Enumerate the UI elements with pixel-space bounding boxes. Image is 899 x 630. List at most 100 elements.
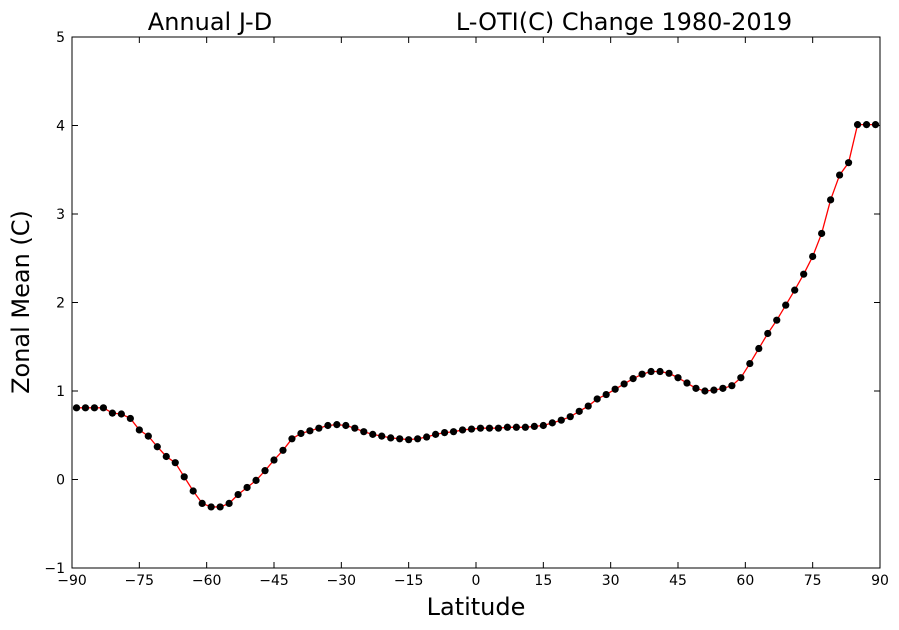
data-point bbox=[593, 395, 601, 403]
data-point bbox=[827, 196, 835, 204]
chart-title-left: Annual J-D bbox=[148, 8, 272, 36]
data-point bbox=[620, 380, 628, 388]
data-point bbox=[773, 316, 781, 324]
y-tick-label: −1 bbox=[44, 561, 65, 577]
data-point bbox=[270, 456, 278, 464]
data-point bbox=[503, 423, 512, 431]
data-point bbox=[458, 426, 467, 434]
x-tick-label: −30 bbox=[327, 573, 357, 589]
series-line bbox=[76, 123, 876, 508]
data-point bbox=[476, 424, 485, 432]
data-point bbox=[719, 384, 727, 392]
x-axis: −90 −75 −60 −45 −30 −15 0 15 30 45 60 75 90 bbox=[57, 37, 889, 589]
data-point bbox=[117, 410, 125, 418]
data-point bbox=[602, 390, 610, 399]
data-point bbox=[288, 435, 296, 443]
data-point bbox=[225, 499, 233, 507]
data-point bbox=[279, 446, 287, 454]
x-tick-label: 0 bbox=[472, 573, 481, 589]
data-point bbox=[665, 369, 673, 377]
y-axis: −1 0 1 2 3 4 5 bbox=[44, 30, 880, 577]
data-point bbox=[432, 430, 440, 438]
data-point bbox=[162, 452, 170, 461]
data-point bbox=[378, 432, 386, 440]
x-tick-label: 90 bbox=[871, 573, 889, 589]
data-point bbox=[557, 416, 565, 424]
data-point bbox=[782, 301, 790, 309]
data-point bbox=[144, 432, 152, 440]
data-point bbox=[701, 387, 709, 395]
data-point bbox=[548, 419, 556, 427]
y-tick-label: 1 bbox=[56, 384, 65, 400]
data-point bbox=[836, 171, 844, 179]
data-point bbox=[153, 443, 161, 451]
data-point bbox=[467, 425, 476, 433]
data-point bbox=[405, 436, 413, 444]
data-point bbox=[207, 503, 215, 511]
y-tick-label: 5 bbox=[56, 30, 65, 46]
chart-title-right: L-OTI(C) Change 1980-2019 bbox=[456, 8, 792, 36]
data-point bbox=[764, 329, 772, 338]
data-point bbox=[521, 423, 529, 431]
data-point bbox=[575, 407, 583, 415]
data-point bbox=[674, 374, 682, 382]
data-point bbox=[243, 483, 251, 492]
y-tick-label: 3 bbox=[56, 207, 65, 223]
data-point bbox=[656, 367, 664, 376]
data-point bbox=[315, 424, 323, 432]
data-point bbox=[449, 428, 458, 436]
data-point bbox=[126, 414, 134, 423]
data-point bbox=[647, 367, 655, 376]
data-point bbox=[638, 370, 646, 378]
data-point bbox=[611, 385, 619, 393]
data-point bbox=[99, 404, 108, 412]
data-point bbox=[396, 435, 404, 443]
data-point bbox=[342, 421, 350, 430]
data-point bbox=[539, 421, 547, 430]
data-point bbox=[387, 434, 395, 442]
data-point bbox=[198, 499, 206, 507]
data-point bbox=[566, 413, 574, 421]
y-tick-label: 0 bbox=[56, 473, 65, 489]
data-point bbox=[297, 429, 305, 438]
x-tick-label: −15 bbox=[394, 573, 424, 589]
y-axis-label: Zonal Mean (C) bbox=[7, 210, 35, 394]
data-point bbox=[692, 384, 700, 392]
x-tick-label: 30 bbox=[602, 573, 620, 589]
data-point bbox=[791, 286, 799, 294]
x-tick-label: −90 bbox=[57, 573, 87, 589]
data-point bbox=[584, 402, 592, 410]
data-point bbox=[800, 270, 808, 278]
data-point bbox=[414, 435, 422, 443]
data-point bbox=[216, 503, 224, 511]
data-point bbox=[737, 374, 745, 382]
x-tick-label: −45 bbox=[259, 573, 289, 589]
x-tick-label: −60 bbox=[192, 573, 222, 589]
data-point bbox=[324, 421, 332, 430]
data-point bbox=[171, 459, 179, 467]
plot-area bbox=[72, 121, 880, 511]
data-point bbox=[306, 427, 314, 435]
data-point bbox=[234, 490, 242, 499]
data-point bbox=[494, 424, 503, 432]
data-point bbox=[261, 467, 269, 475]
data-point bbox=[755, 344, 763, 353]
data-point bbox=[710, 386, 718, 394]
x-tick-label: 15 bbox=[534, 573, 552, 589]
data-point bbox=[90, 404, 99, 412]
x-tick-label: −75 bbox=[125, 573, 155, 589]
y-tick-label: 2 bbox=[56, 296, 65, 312]
data-point bbox=[440, 428, 449, 437]
data-point bbox=[728, 382, 736, 390]
x-tick-label: 60 bbox=[736, 573, 754, 589]
data-point bbox=[108, 409, 116, 417]
data-point bbox=[629, 375, 637, 383]
data-point bbox=[423, 433, 431, 441]
data-point bbox=[862, 121, 871, 129]
data-point bbox=[180, 473, 188, 481]
data-point bbox=[360, 428, 368, 436]
data-point bbox=[844, 159, 853, 167]
plot-frame bbox=[71, 36, 881, 569]
x-tick-label: 75 bbox=[804, 573, 822, 589]
